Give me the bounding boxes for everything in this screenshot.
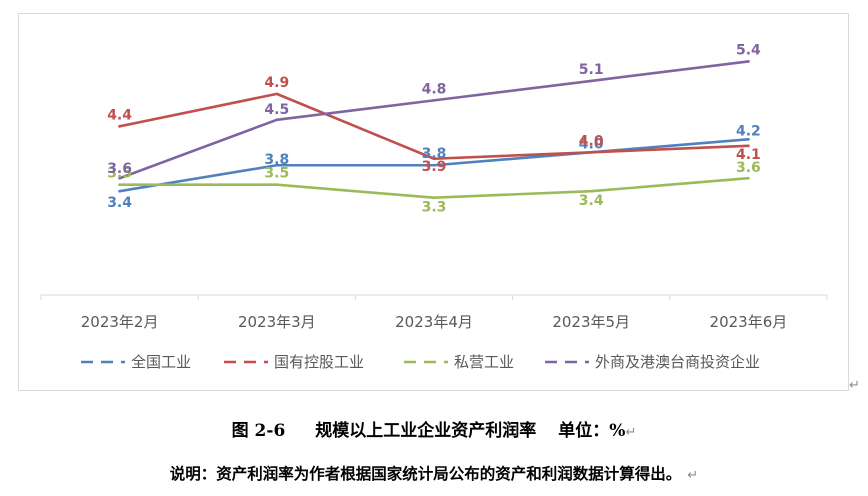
data-label: 3.8: [264, 152, 289, 168]
paragraph-mark: ↵: [849, 378, 860, 393]
data-point: [747, 144, 750, 148]
data-point: [118, 189, 121, 193]
legend-entry: 全国工业: [131, 353, 191, 371]
data-label: 4.9: [264, 75, 289, 91]
data-label: 4.2: [736, 123, 761, 139]
figure-caption: 图 2-6 规模以上工业企业资产利润率 单位：%↵: [0, 416, 868, 441]
paragraph-mark: ↵: [625, 425, 637, 440]
x-tick-label: 2023年2月: [81, 313, 159, 331]
data-label: 3.6: [107, 161, 132, 177]
figure-unit: 单位：%: [558, 421, 626, 441]
data-label: 4.0: [579, 133, 604, 149]
data-label: 4.1: [736, 147, 761, 163]
data-point: [589, 150, 593, 154]
data-label: 3.5: [107, 166, 132, 182]
data-point: [432, 196, 436, 199]
data-label: 4.5: [264, 102, 289, 118]
legend-entry: 外商及港澳台商投资企业: [595, 353, 760, 371]
data-label: 3.5: [264, 166, 289, 182]
line-chart: 3.43.8 3.84.04.24.44.93.94.04.13.5 3.53.3 3…: [40, 42, 828, 371]
data-point: [432, 157, 436, 161]
data-point: [747, 137, 750, 141]
chart-frame: 3.4 3.8 3.8 4.0 4.2 4.4 4.9 3.9 4.0 4.1 3.5 3.5 3.3 3…: [18, 13, 849, 391]
legend-entry: 私营工业: [454, 353, 514, 371]
data-label: 3.8: [422, 146, 447, 162]
data-point: [275, 183, 279, 187]
x-tick-label: 2023年4月: [395, 313, 473, 331]
series-line-3: [118, 176, 750, 199]
x-tick-label: 2023年6月: [710, 313, 788, 331]
data-point: [275, 92, 279, 96]
legend-entry: 国有控股工业: [274, 353, 364, 371]
figure-note: 说明：资产利润率为作者根据国家统计局公布的资产和利润数据计算得出。 ↵: [0, 462, 868, 484]
data-label: 3.4: [579, 193, 604, 209]
data-label: 4.4: [107, 107, 132, 123]
data-label: 4.0: [579, 136, 604, 152]
data-label: 5.1: [579, 62, 604, 78]
data-label: 5.4: [736, 42, 761, 58]
figure-number: 图 2-6: [231, 421, 286, 441]
data-point: [747, 60, 750, 63]
data-label: 4.8: [422, 81, 447, 97]
x-tick-label: 2023年5月: [552, 313, 630, 331]
data-point: [432, 163, 436, 167]
x-tick-label: 2023年3月: [238, 313, 316, 331]
data-point: [747, 176, 750, 180]
paragraph-mark: ↵: [687, 468, 699, 483]
data-label: 3.6: [736, 160, 761, 176]
data-point: [275, 118, 279, 122]
data-point: [275, 163, 279, 167]
data-point: [589, 189, 593, 193]
data-label: 3.3: [422, 200, 447, 216]
data-point: [432, 99, 436, 102]
note-text: 说明：资产利润率为作者根据国家统计局公布的资产和利润数据计算得出。: [169, 464, 682, 483]
data-point: [118, 176, 121, 180]
data-point: [118, 125, 121, 128]
data-point: [589, 79, 593, 83]
data-point: [118, 183, 121, 187]
data-label: 3.4: [107, 195, 132, 211]
figure-title: 规模以上工业企业资产利润率: [315, 421, 537, 441]
data-label: 3.9: [422, 159, 447, 175]
